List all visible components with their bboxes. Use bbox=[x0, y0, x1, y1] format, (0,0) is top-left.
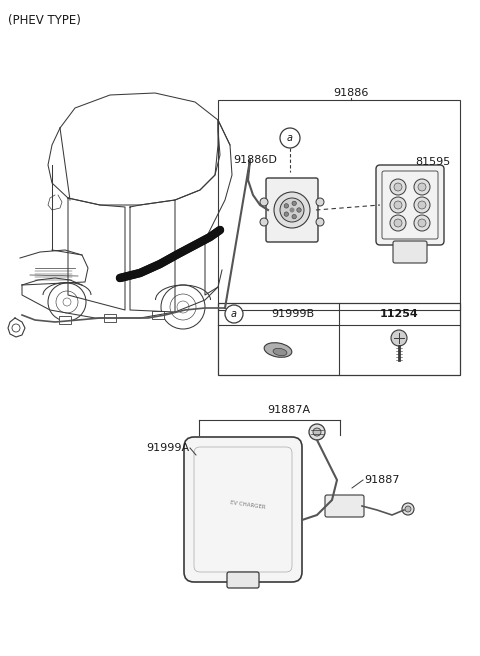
Circle shape bbox=[394, 219, 402, 227]
Ellipse shape bbox=[264, 342, 292, 358]
Circle shape bbox=[274, 192, 310, 228]
Circle shape bbox=[280, 128, 300, 148]
Circle shape bbox=[402, 503, 414, 515]
Circle shape bbox=[292, 215, 296, 219]
Circle shape bbox=[284, 212, 288, 216]
Ellipse shape bbox=[273, 348, 287, 356]
Circle shape bbox=[414, 179, 430, 195]
Text: 91886: 91886 bbox=[334, 88, 369, 98]
Circle shape bbox=[292, 201, 296, 205]
Circle shape bbox=[260, 218, 268, 226]
Circle shape bbox=[260, 198, 268, 206]
Bar bbox=[152, 311, 164, 319]
Text: 91999B: 91999B bbox=[271, 309, 314, 319]
Circle shape bbox=[390, 179, 406, 195]
Bar bbox=[218, 303, 460, 375]
Circle shape bbox=[313, 428, 321, 436]
Circle shape bbox=[390, 197, 406, 213]
Circle shape bbox=[280, 198, 304, 222]
Circle shape bbox=[394, 201, 402, 209]
Circle shape bbox=[316, 198, 324, 206]
FancyBboxPatch shape bbox=[393, 241, 427, 263]
Circle shape bbox=[309, 424, 325, 440]
Circle shape bbox=[418, 183, 426, 191]
Circle shape bbox=[390, 215, 406, 231]
Bar bbox=[59, 316, 71, 324]
Circle shape bbox=[225, 305, 243, 323]
FancyBboxPatch shape bbox=[184, 437, 302, 582]
Text: 91886D: 91886D bbox=[233, 155, 277, 165]
Circle shape bbox=[391, 330, 407, 346]
Circle shape bbox=[418, 201, 426, 209]
FancyBboxPatch shape bbox=[227, 572, 259, 588]
Text: EV CHARGER: EV CHARGER bbox=[230, 500, 266, 510]
Text: (PHEV TYPE): (PHEV TYPE) bbox=[8, 14, 81, 27]
Circle shape bbox=[289, 207, 295, 213]
Circle shape bbox=[284, 203, 288, 208]
Text: 81595: 81595 bbox=[415, 157, 450, 167]
FancyBboxPatch shape bbox=[325, 495, 364, 517]
Bar bbox=[104, 314, 116, 322]
Circle shape bbox=[414, 215, 430, 231]
FancyBboxPatch shape bbox=[376, 165, 444, 245]
Circle shape bbox=[394, 183, 402, 191]
Text: 91887: 91887 bbox=[364, 475, 399, 485]
FancyBboxPatch shape bbox=[266, 178, 318, 242]
Circle shape bbox=[405, 506, 411, 512]
Circle shape bbox=[418, 219, 426, 227]
Text: 91887A: 91887A bbox=[267, 405, 311, 415]
Circle shape bbox=[297, 208, 301, 212]
Text: a: a bbox=[287, 133, 293, 143]
Circle shape bbox=[414, 197, 430, 213]
Text: 91999A: 91999A bbox=[146, 443, 189, 453]
Text: 11254: 11254 bbox=[380, 309, 419, 319]
Circle shape bbox=[316, 218, 324, 226]
Bar bbox=[218, 100, 460, 310]
Text: a: a bbox=[231, 309, 237, 319]
